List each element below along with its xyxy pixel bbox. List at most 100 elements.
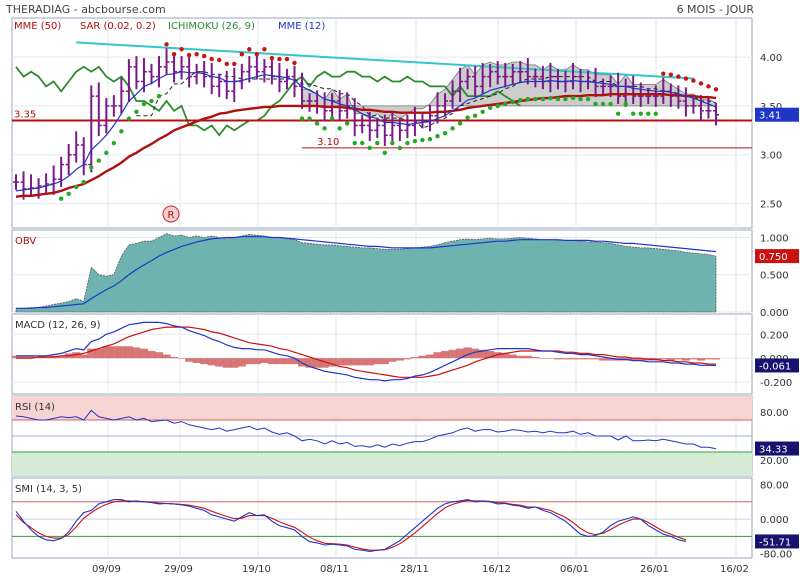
sar-dot-41: [322, 126, 327, 131]
sar-dot-22: [179, 47, 184, 52]
sar-dot-70: [540, 96, 546, 102]
macd-hist-bar-72: [553, 358, 562, 360]
sar-dot-69: [533, 96, 538, 102]
smi-value-label: -51.71: [759, 537, 791, 548]
macd-hist-bar-10: [87, 348, 96, 359]
macd-hist-bar-66: [508, 354, 517, 359]
rsi-value-label: 34.33: [759, 445, 788, 456]
macd-hist-bar-47: [365, 358, 374, 366]
x-tick-label-5: 16/12: [482, 564, 511, 575]
sar-dot-71: [548, 95, 553, 101]
sar-dot-52: [405, 140, 410, 146]
sar-dot-15: [126, 116, 132, 121]
macd-hist-bar-17: [139, 348, 148, 359]
sar-dot-91: [698, 81, 704, 86]
macd-hist-bar-51: [395, 358, 404, 361]
macd-hist-bar-60: [463, 347, 472, 359]
price-tick-label-1: 3.50: [760, 102, 782, 113]
legend-3: MME (12): [278, 21, 325, 32]
macd-hist-bar-73: [561, 358, 570, 360]
macd-hist-bar-70: [538, 358, 547, 359]
macd-hist-bar-50: [388, 358, 397, 362]
macd-hist-bar-48: [373, 358, 382, 365]
macd-hist-bar-54: [418, 355, 427, 359]
obv-area: [15, 233, 717, 313]
macd-hist-bar-18: [147, 351, 156, 359]
sar-dot-47: [367, 145, 372, 151]
sar-dot-31: [247, 47, 252, 52]
sar-dot-12: [104, 150, 109, 155]
macd-hist-bar-77: [591, 358, 600, 360]
macd-hist-bar-83: [636, 358, 645, 361]
sar-dot-42: [329, 116, 335, 121]
sar-dot-67: [518, 97, 523, 103]
macd-hist-bar-78: [599, 358, 608, 361]
macd-hist-bar-57: [441, 351, 450, 359]
trend-line: [76, 41, 694, 80]
smi-line: [15, 499, 687, 553]
macd-hist-bar-75: [576, 358, 585, 360]
macd-hist-bar-0: [12, 355, 20, 359]
sar-dot-72: [555, 96, 561, 102]
low-label: 3.10: [317, 137, 339, 148]
macd-hist-bar-56: [433, 352, 442, 359]
x-tick-label-7: 26/01: [640, 564, 669, 575]
x-tick-label-2: 19/10: [242, 564, 271, 575]
sar-dot-85: [653, 111, 658, 116]
smi-tick-label-1: 0.000: [760, 515, 789, 526]
price-value-label: 3.41: [759, 111, 781, 122]
macd-hist-bar-89: [681, 358, 690, 361]
macd-hist-bar-87: [666, 358, 675, 361]
sar-dot-45: [352, 140, 357, 146]
sar-dot-62: [480, 109, 485, 114]
chart-title: THERADIAG - abcbourse.com: [6, 3, 166, 16]
macd-hist-bar-46: [358, 358, 367, 366]
sar-dot-39: [307, 116, 312, 121]
macd-hist-bar-31: [245, 358, 254, 365]
sar-dot-24: [194, 51, 199, 57]
macd-hist-bar-68: [523, 355, 532, 359]
sar-dot-53: [412, 138, 418, 144]
sar-dot-37: [292, 60, 297, 66]
macd-hist-bar-34: [267, 358, 276, 365]
legend-2: ICHIMOKU (26, 9): [168, 21, 255, 32]
x-tick-label-8: 16/02: [720, 564, 749, 575]
macd-hist-bar-74: [568, 358, 577, 360]
macd-hist-bar-29: [230, 358, 239, 368]
obv-title: OBV: [15, 236, 36, 247]
price-tick-label-0: 4.00: [760, 53, 782, 64]
x-tick-label-4: 28/11: [400, 564, 429, 575]
sar-dot-58: [450, 126, 455, 131]
macd-hist-bar-25: [200, 358, 209, 365]
macd-hist-bar-27: [215, 358, 224, 367]
macd-hist-bar-28: [222, 358, 231, 368]
sar-dot-77: [593, 101, 598, 107]
sar-dot-68: [525, 96, 531, 102]
sar-dot-90: [691, 78, 696, 83]
sar-dot-18: [149, 98, 154, 104]
sar-dot-46: [360, 140, 365, 146]
sar-dot-73: [563, 96, 568, 102]
macd-hist-bar-23: [185, 358, 194, 362]
rsi-tick-label-0: 80.00: [760, 408, 789, 419]
macd-signal-line: [16, 326, 716, 378]
macd-hist-bar-45: [350, 358, 359, 366]
macd-hist-bar-11: [94, 348, 103, 359]
sar-dot-33: [262, 47, 267, 52]
macd-line: [16, 321, 717, 382]
sar-dot-84: [646, 111, 651, 116]
macd-hist-bar-41: [320, 358, 329, 368]
sar-dot-43: [337, 126, 342, 131]
sar-dot-55: [427, 136, 433, 142]
macd-hist-bar-14: [117, 346, 126, 359]
x-tick-label-1: 29/09: [164, 564, 193, 575]
macd-hist-bar-82: [629, 358, 638, 361]
mme50-line: [15, 92, 717, 198]
macd-hist-bar-61: [471, 348, 480, 359]
macd-hist-bar-43: [335, 358, 344, 366]
legend-0: MME (50): [14, 21, 61, 32]
support-label: 3.35: [14, 110, 36, 121]
macd-value-label: -0.061: [759, 361, 791, 372]
sar-dot-19: [156, 93, 162, 99]
